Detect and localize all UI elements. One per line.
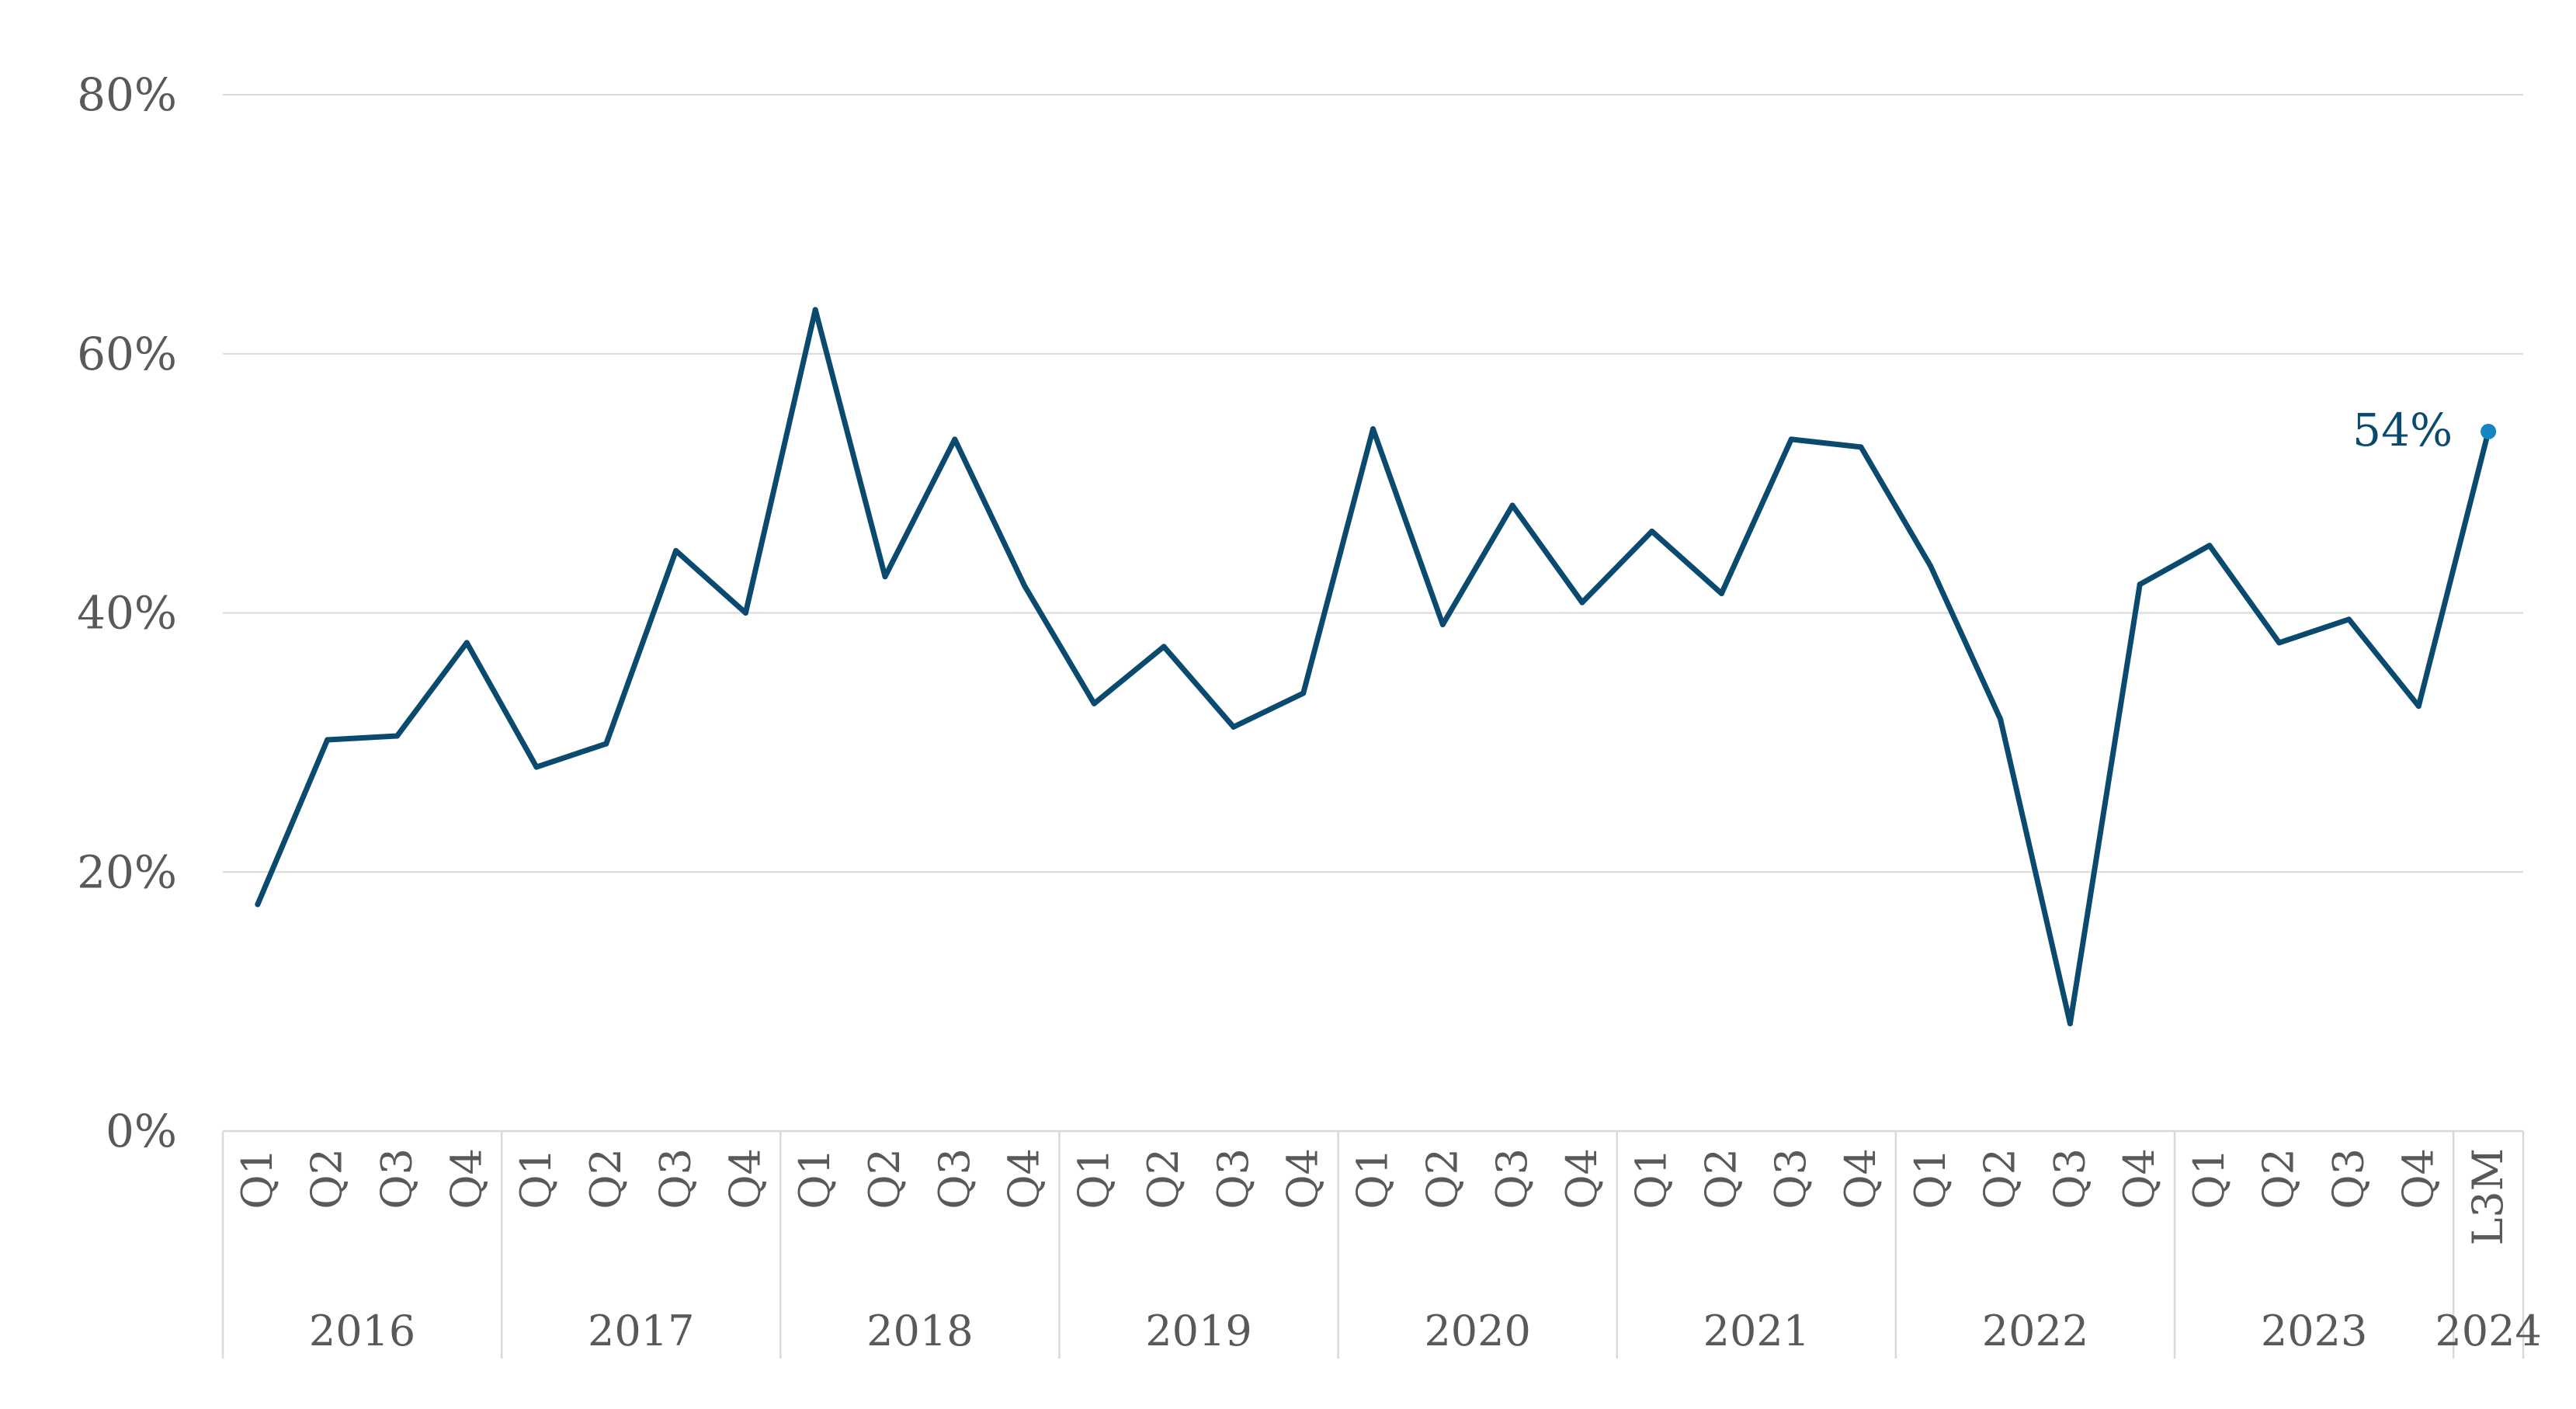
data-point (1928, 563, 1934, 569)
x-tick-label: Q2 (1976, 1148, 2025, 1209)
data-point (882, 574, 888, 580)
x-tick-label: Q3 (1209, 1148, 1258, 1209)
x-tick-label: Q2 (1696, 1148, 1745, 1209)
data-point (463, 640, 470, 646)
x-tick-label: Q4 (442, 1148, 491, 1209)
data-point (1231, 724, 1237, 730)
data-point (1300, 690, 1307, 696)
year-label: 2016 (309, 1307, 415, 1355)
data-point (952, 436, 958, 442)
year-label: 2023 (2261, 1307, 2367, 1355)
data-point (812, 307, 818, 313)
data-point (1579, 599, 1585, 606)
year-label: 2017 (588, 1307, 694, 1355)
year-label: 2018 (866, 1307, 973, 1355)
x-tick-label: Q4 (1557, 1148, 1606, 1209)
x-tick-label: Q2 (1139, 1148, 1188, 1209)
data-point (1718, 590, 1724, 596)
series-layer: 54% (255, 307, 2497, 1026)
x-tick-label: Q4 (1279, 1148, 1328, 1209)
x-tick-label: Q4 (720, 1148, 769, 1209)
x-tick-label: Q4 (1836, 1148, 1885, 1209)
x-tick-label: Q3 (2324, 1148, 2373, 1209)
data-point (603, 741, 609, 747)
x-tick-label: Q3 (930, 1148, 979, 1209)
year-label: 2022 (1982, 1307, 2088, 1355)
data-point (1439, 622, 1446, 628)
last-value-label: 54% (2352, 404, 2453, 456)
y-tick-label: 20% (77, 845, 177, 898)
data-point (2415, 703, 2422, 710)
data-point (1161, 644, 1167, 650)
x-tick-label: Q1 (512, 1148, 561, 1209)
x-tick-label: Q4 (2115, 1148, 2164, 1209)
data-point (673, 547, 679, 554)
x-tick-label: Q3 (1766, 1148, 1815, 1209)
data-point (2137, 581, 2143, 588)
data-point (1370, 426, 1376, 432)
y-tick-label: 60% (77, 328, 177, 380)
data-point (1998, 716, 2004, 722)
last-data-point-marker (2481, 423, 2497, 439)
data-point (1091, 700, 1097, 706)
x-tick-label: Q2 (2255, 1148, 2303, 1209)
data-point (1858, 444, 1864, 450)
x-tick-label: Q3 (651, 1148, 700, 1209)
x-tick-label: Q2 (582, 1148, 630, 1209)
x-tick-label: Q1 (233, 1148, 282, 1209)
data-point (394, 733, 400, 739)
x-tick-label: Q3 (1488, 1148, 1536, 1209)
data-point (742, 610, 748, 616)
data-point (1649, 528, 1655, 534)
data-point (325, 737, 331, 743)
x-tick-label: Q1 (1627, 1148, 1676, 1209)
y-axis-tick-labels: 0% 20% 40% 60% 80% (77, 68, 177, 1157)
x-tick-label: Q1 (2185, 1148, 2234, 1209)
x-tick-label: Q4 (2394, 1148, 2442, 1209)
year-label: 2019 (1145, 1307, 1252, 1355)
data-point (2206, 543, 2213, 549)
data-point (533, 764, 540, 770)
year-label: 2021 (1703, 1307, 1810, 1355)
x-tick-label: Q2 (860, 1148, 909, 1209)
data-point (1022, 582, 1028, 588)
y-tick-label: 0% (106, 1105, 177, 1157)
x-tick-label: Q3 (372, 1148, 421, 1209)
y-tick-label: 80% (77, 68, 177, 121)
data-point (1788, 436, 1794, 442)
y-tick-label: 40% (77, 587, 177, 640)
data-point (2067, 1020, 2073, 1026)
year-label: 2024 (2435, 1307, 2541, 1355)
x-tick-label: L3M (2463, 1148, 2512, 1246)
data-point (255, 901, 261, 908)
data-point (1509, 502, 1515, 508)
x-tick-label: Q2 (1418, 1148, 1467, 1209)
x-tick-label: Q1 (1349, 1148, 1397, 1209)
gridlines (223, 94, 2523, 1133)
data-point (2346, 616, 2352, 623)
year-label: 2020 (1424, 1307, 1530, 1355)
data-point (2276, 640, 2283, 646)
series-line (255, 307, 2491, 1026)
x-tick-label: Q1 (790, 1148, 839, 1209)
x-tick-label: Q4 (1000, 1148, 1049, 1209)
x-tick-label: Q3 (2045, 1148, 2094, 1209)
x-axis: 2016 2017 2018 2019 2020 2021 2022 2023 2024 Q1 Q2… (221, 1131, 2542, 1359)
x-tick-label: Q2 (303, 1148, 352, 1209)
x-tick-label: Q1 (1069, 1148, 1118, 1209)
x-tick-label: Q1 (1906, 1148, 1955, 1209)
